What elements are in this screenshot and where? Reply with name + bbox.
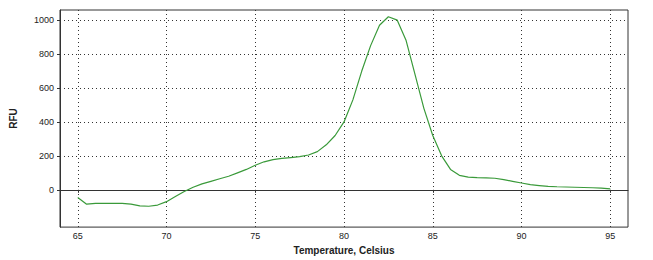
- svg-text:0: 0: [49, 185, 54, 195]
- svg-text:1000: 1000: [34, 15, 54, 25]
- svg-text:800: 800: [39, 49, 54, 59]
- svg-text:75: 75: [250, 231, 260, 241]
- svg-text:400: 400: [39, 117, 54, 127]
- svg-text:600: 600: [39, 83, 54, 93]
- svg-text:200: 200: [39, 151, 54, 161]
- svg-text:RFU: RFU: [8, 108, 19, 129]
- svg-text:80: 80: [339, 231, 349, 241]
- svg-text:85: 85: [428, 231, 438, 241]
- svg-text:Temperature, Celsius: Temperature, Celsius: [294, 245, 395, 256]
- svg-text:90: 90: [516, 231, 526, 241]
- svg-text:95: 95: [605, 231, 615, 241]
- svg-text:65: 65: [73, 231, 83, 241]
- svg-text:70: 70: [161, 231, 171, 241]
